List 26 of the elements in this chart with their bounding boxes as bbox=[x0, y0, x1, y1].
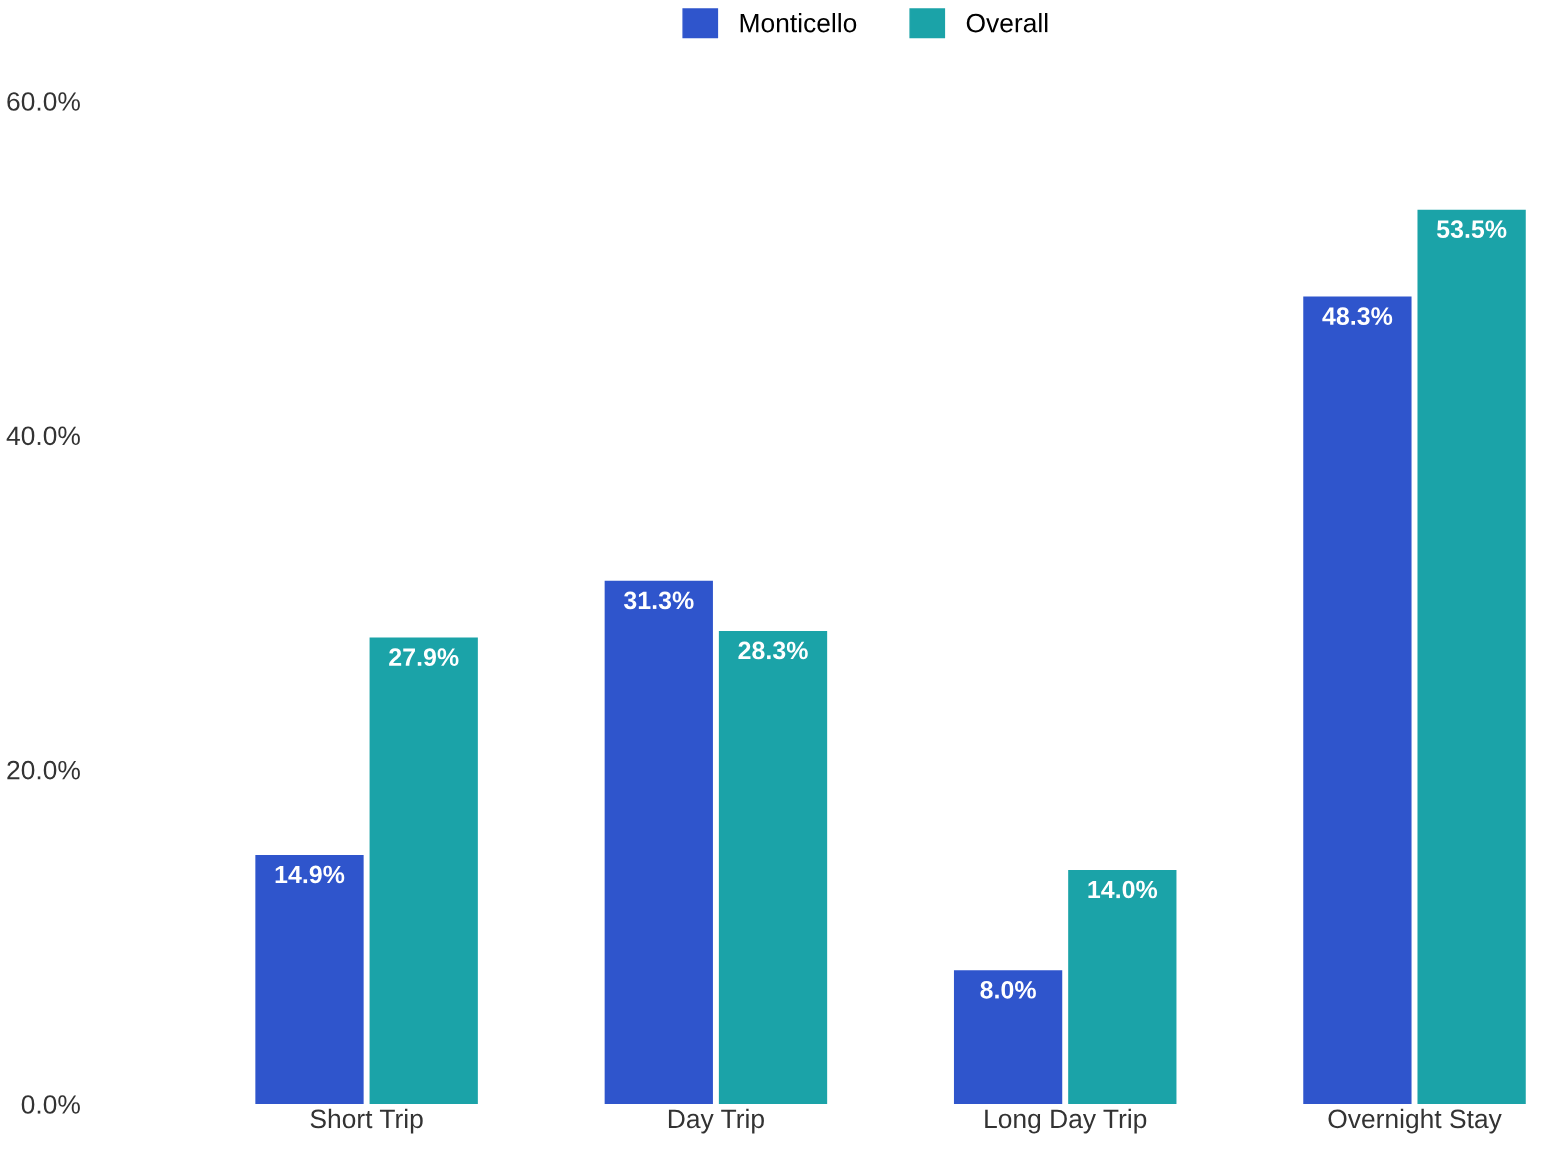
data-label: 48.3% bbox=[1322, 307, 1393, 326]
x-tick-label: Long Day Trip bbox=[985, 1108, 1147, 1134]
data-label: 14.0% bbox=[1088, 880, 1158, 899]
data-label: 53.5% bbox=[1436, 220, 1507, 239]
bar bbox=[953, 970, 1063, 1105]
legend-label: Monticello bbox=[740, 13, 857, 33]
data-label: 31.3% bbox=[623, 591, 694, 610]
bar bbox=[718, 630, 828, 1105]
legend-label: Overall bbox=[966, 13, 1048, 33]
y-tick-label: 20.0% bbox=[7, 760, 80, 780]
y-tick-label: 0.0% bbox=[21, 1095, 80, 1114]
y-tick-label: 60.0% bbox=[7, 92, 80, 111]
data-label: 8.0% bbox=[980, 980, 1036, 999]
x-tick-label: Short Trip bbox=[310, 1108, 423, 1134]
x-tick-label: Overnight Stay bbox=[1328, 1108, 1502, 1134]
data-label: 14.9% bbox=[275, 865, 345, 884]
bar bbox=[1303, 296, 1412, 1105]
bar bbox=[1068, 869, 1177, 1105]
x-tick-label: Day Trip bbox=[668, 1108, 764, 1134]
y-tick-label: 40.0% bbox=[6, 426, 80, 446]
bar bbox=[255, 854, 364, 1105]
data-label: 28.3% bbox=[738, 641, 808, 660]
bar bbox=[1417, 209, 1526, 1105]
bar bbox=[604, 580, 713, 1105]
bar bbox=[369, 637, 478, 1105]
data-label: 27.9% bbox=[389, 648, 459, 667]
